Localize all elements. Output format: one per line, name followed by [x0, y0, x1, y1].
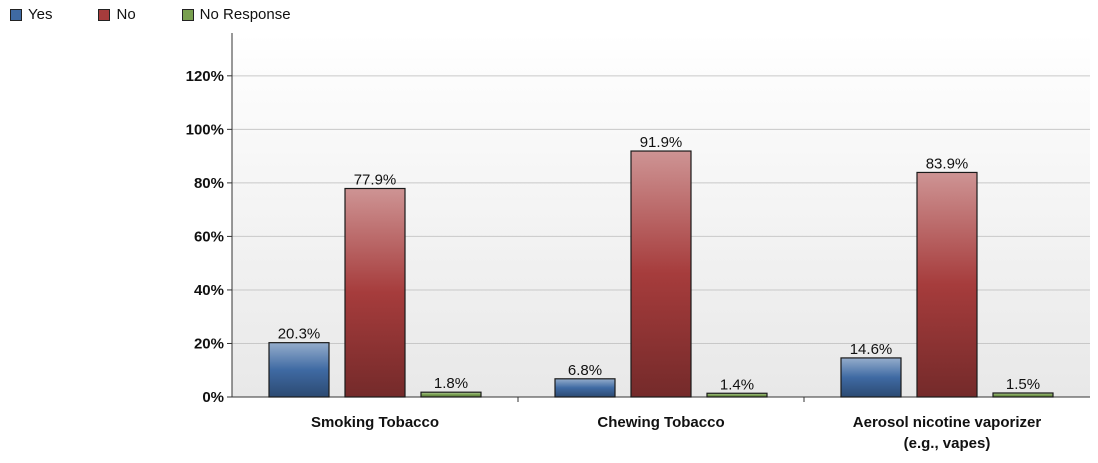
- legend-swatch-no-response: [181, 8, 194, 21]
- x-category-label: Aerosol nicotine vaporizer: [853, 414, 1042, 431]
- data-label: 83.9%: [926, 155, 969, 172]
- y-tick-label: 100%: [186, 121, 224, 138]
- legend-label-no: No: [116, 6, 136, 23]
- bar-no-response: [992, 392, 1054, 398]
- bar-no: [630, 150, 692, 398]
- bar-yes: [268, 342, 330, 398]
- y-tick-label: 80%: [194, 175, 224, 192]
- legend-item-no: No: [98, 6, 136, 23]
- x-category-label: Chewing Tobacco: [597, 414, 724, 431]
- x-category-label: (e.g., vapes): [904, 435, 991, 452]
- bar-no-response: [420, 391, 482, 398]
- legend-label-yes: Yes: [28, 6, 53, 23]
- data-label: 1.5%: [1006, 376, 1040, 393]
- y-tick-label: 120%: [186, 68, 224, 85]
- data-label: 6.8%: [568, 362, 602, 379]
- x-category-label: Smoking Tobacco: [311, 414, 439, 431]
- y-tick-label: 40%: [194, 282, 224, 299]
- bar-no-response: [706, 392, 768, 398]
- data-label: 91.9%: [640, 134, 683, 151]
- legend-swatch-yes: [10, 8, 22, 21]
- y-tick-label: 0%: [202, 389, 224, 406]
- legend-item-yes: Yes: [10, 6, 52, 23]
- data-label: 20.3%: [278, 326, 321, 343]
- y-tick-label: 20%: [194, 335, 224, 352]
- data-label: 1.8%: [434, 375, 468, 392]
- bar-yes: [840, 357, 902, 398]
- data-label: 77.9%: [354, 172, 397, 189]
- legend-swatch-no: [98, 8, 111, 21]
- legend: Yes No No Response: [10, 6, 337, 23]
- y-tick-label: 60%: [194, 228, 224, 245]
- bar-yes: [554, 378, 616, 398]
- data-label: 1.4%: [720, 376, 754, 393]
- bar-no: [916, 171, 978, 398]
- legend-item-no-response: No Response: [181, 6, 291, 23]
- bar-no: [344, 187, 406, 398]
- data-label: 14.6%: [850, 341, 893, 358]
- legend-label-no-response: No Response: [199, 6, 291, 23]
